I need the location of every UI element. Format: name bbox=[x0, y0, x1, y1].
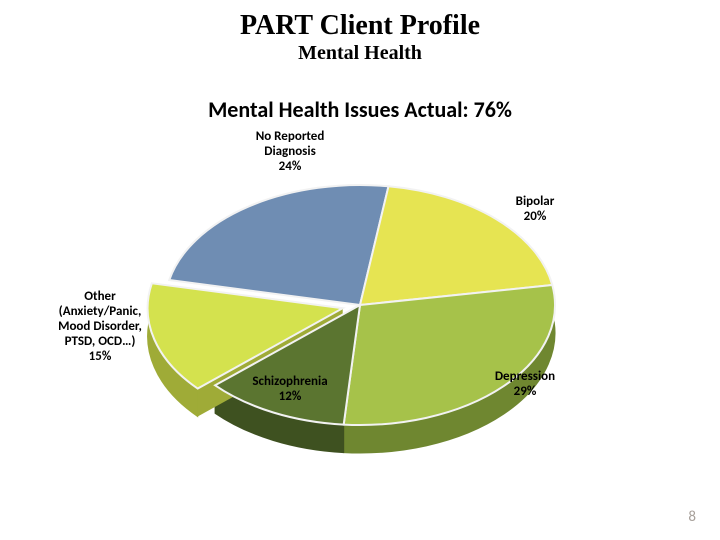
page-subtitle: Mental Health bbox=[0, 42, 720, 65]
page-title: PART Client Profile bbox=[0, 10, 720, 42]
pie-slice bbox=[169, 185, 388, 305]
slice-label: Bipolar 20% bbox=[490, 195, 580, 225]
slice-label: Other (Anxiety/Panic, Mood Disorder, PTS… bbox=[40, 290, 160, 365]
pie-chart bbox=[80, 120, 640, 500]
slide: { "title": "PART Client Profile", "subti… bbox=[0, 0, 720, 540]
page-number: 8 bbox=[688, 508, 696, 526]
pie-slice bbox=[344, 285, 555, 425]
slice-label: Depression 29% bbox=[470, 370, 580, 400]
slice-label: Schizophrenia 12% bbox=[230, 375, 350, 405]
chart-title: Mental Health Issues Actual: 76% bbox=[0, 96, 720, 123]
slice-label: No Reported Diagnosis 24% bbox=[230, 130, 350, 175]
